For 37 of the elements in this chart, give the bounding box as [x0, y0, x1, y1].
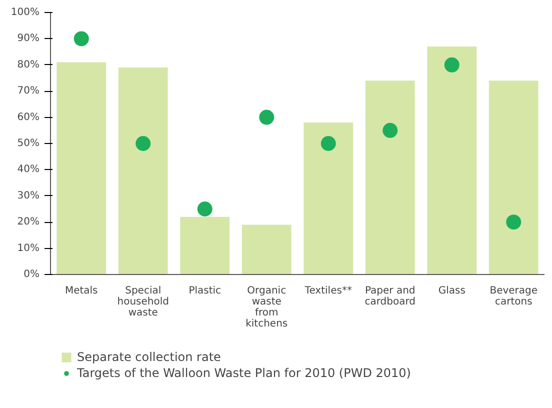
point	[506, 214, 522, 230]
y-tick-label: 60%	[17, 112, 40, 123]
legend-label: Targets of the Walloon Waste Plan for 2010 (PWD 2010)	[77, 366, 411, 380]
y-tick-label: 100%	[10, 7, 40, 18]
point	[320, 136, 336, 151]
legend-label: Separate collection rate	[77, 350, 221, 364]
y-tick-label: 20%	[17, 216, 40, 228]
y-tick-label: 70%	[17, 86, 40, 97]
point	[382, 122, 398, 138]
y-tick-label: 50%	[17, 138, 40, 149]
x-tick-label: Metals	[64, 286, 98, 296]
bar	[180, 216, 230, 274]
y-tick-label: 0%	[24, 269, 40, 280]
bar	[365, 80, 415, 274]
y-tick-label: 80%	[17, 59, 40, 70]
point	[197, 202, 212, 216]
point	[136, 136, 151, 151]
bar	[118, 68, 168, 274]
x-tick-label: Organic waste from kitchens	[246, 286, 288, 330]
bar	[56, 62, 106, 274]
x-tick-label: Beverage cartons	[490, 286, 538, 308]
point	[74, 31, 89, 46]
y-tick-label: 10%	[17, 242, 40, 254]
bar	[427, 46, 477, 274]
bar	[488, 80, 538, 274]
point	[259, 110, 274, 125]
x-tick-label: Paper and cardboard	[364, 286, 416, 308]
y-tick-label: 40%	[17, 164, 40, 176]
x-tick-label: Textiles**	[304, 286, 352, 296]
point	[444, 57, 460, 72]
x-tick-label: Glass	[438, 286, 466, 296]
bar	[242, 224, 292, 274]
bar	[304, 122, 354, 274]
x-tick-label: Special household waste	[117, 286, 170, 318]
x-tick-label: Plastic	[188, 286, 222, 296]
y-tick-label: 90%	[17, 33, 40, 44]
y-tick-label: 30%	[17, 190, 40, 202]
